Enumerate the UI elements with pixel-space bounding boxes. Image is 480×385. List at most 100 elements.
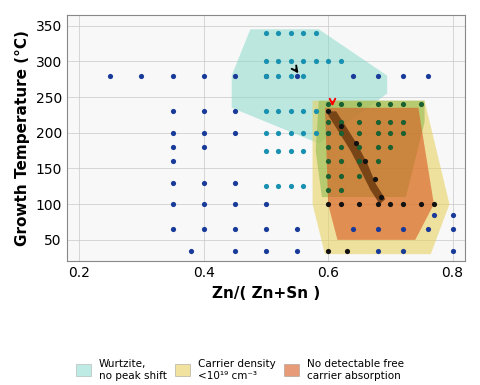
Point	[386, 130, 394, 136]
Point	[200, 180, 207, 186]
Point	[324, 158, 332, 164]
Point	[275, 183, 282, 189]
Point	[324, 144, 332, 150]
Point	[287, 183, 295, 189]
Point	[355, 201, 363, 207]
Point	[355, 144, 363, 150]
Point	[262, 58, 270, 64]
Point	[287, 73, 295, 79]
Point	[262, 226, 270, 232]
Point	[343, 248, 350, 254]
Point	[449, 248, 456, 254]
Point	[200, 73, 207, 79]
Point	[312, 108, 320, 114]
Point	[374, 119, 382, 125]
Point	[300, 73, 307, 79]
Point	[424, 226, 432, 232]
Point	[386, 201, 394, 207]
Point	[336, 119, 344, 125]
Point	[231, 73, 239, 79]
Point	[324, 187, 332, 193]
Point	[262, 201, 270, 207]
Point	[374, 158, 382, 164]
Point	[300, 30, 307, 36]
Point	[262, 108, 270, 114]
Point	[275, 147, 282, 154]
Point	[374, 201, 382, 207]
Point	[138, 73, 145, 79]
Point	[336, 172, 344, 179]
Point	[355, 158, 363, 164]
Point	[399, 248, 407, 254]
Point	[262, 130, 270, 136]
Point	[275, 130, 282, 136]
Point	[324, 108, 332, 114]
Point	[399, 73, 407, 79]
Point	[287, 30, 295, 36]
Point	[231, 226, 239, 232]
Point	[324, 58, 332, 64]
Point	[287, 147, 295, 154]
Point	[349, 226, 357, 232]
Point	[336, 122, 344, 129]
Point	[262, 248, 270, 254]
Point	[324, 130, 332, 136]
Point	[275, 58, 282, 64]
Point	[374, 101, 382, 107]
Point	[361, 158, 369, 164]
Point	[300, 147, 307, 154]
Point	[169, 201, 177, 207]
Y-axis label: Growth Temperature (°C): Growth Temperature (°C)	[15, 30, 30, 246]
Point	[430, 201, 438, 207]
Point	[287, 108, 295, 114]
Point	[287, 130, 295, 136]
Point	[187, 248, 195, 254]
Point	[399, 119, 407, 125]
Point	[386, 144, 394, 150]
Point	[231, 201, 239, 207]
Point	[293, 248, 301, 254]
Point	[231, 108, 239, 114]
Point	[169, 73, 177, 79]
Point	[424, 73, 432, 79]
Point	[374, 144, 382, 150]
Point	[374, 73, 382, 79]
Point	[231, 248, 239, 254]
X-axis label: Zn/( Zn+Sn ): Zn/( Zn+Sn )	[212, 286, 320, 301]
Point	[336, 58, 344, 64]
Point	[300, 58, 307, 64]
Point	[449, 226, 456, 232]
Polygon shape	[232, 29, 387, 144]
Point	[449, 212, 456, 218]
Point	[231, 180, 239, 186]
Point	[293, 73, 301, 79]
Polygon shape	[325, 108, 434, 240]
Point	[262, 147, 270, 154]
Point	[336, 130, 344, 136]
Point	[169, 130, 177, 136]
Point	[355, 101, 363, 107]
Point	[430, 212, 438, 218]
Point	[262, 73, 270, 79]
Point	[312, 130, 320, 136]
Point	[287, 58, 295, 64]
Point	[374, 130, 382, 136]
Point	[300, 130, 307, 136]
Point	[386, 119, 394, 125]
Point	[231, 130, 239, 136]
Point	[200, 144, 207, 150]
Point	[355, 119, 363, 125]
Point	[275, 108, 282, 114]
Point	[418, 201, 425, 207]
Point	[293, 226, 301, 232]
Point	[200, 226, 207, 232]
Point	[336, 101, 344, 107]
Point	[169, 108, 177, 114]
Point	[324, 119, 332, 125]
Point	[374, 248, 382, 254]
Point	[262, 73, 270, 79]
Point	[349, 73, 357, 79]
Polygon shape	[312, 100, 449, 254]
Point	[399, 226, 407, 232]
Polygon shape	[316, 100, 424, 197]
